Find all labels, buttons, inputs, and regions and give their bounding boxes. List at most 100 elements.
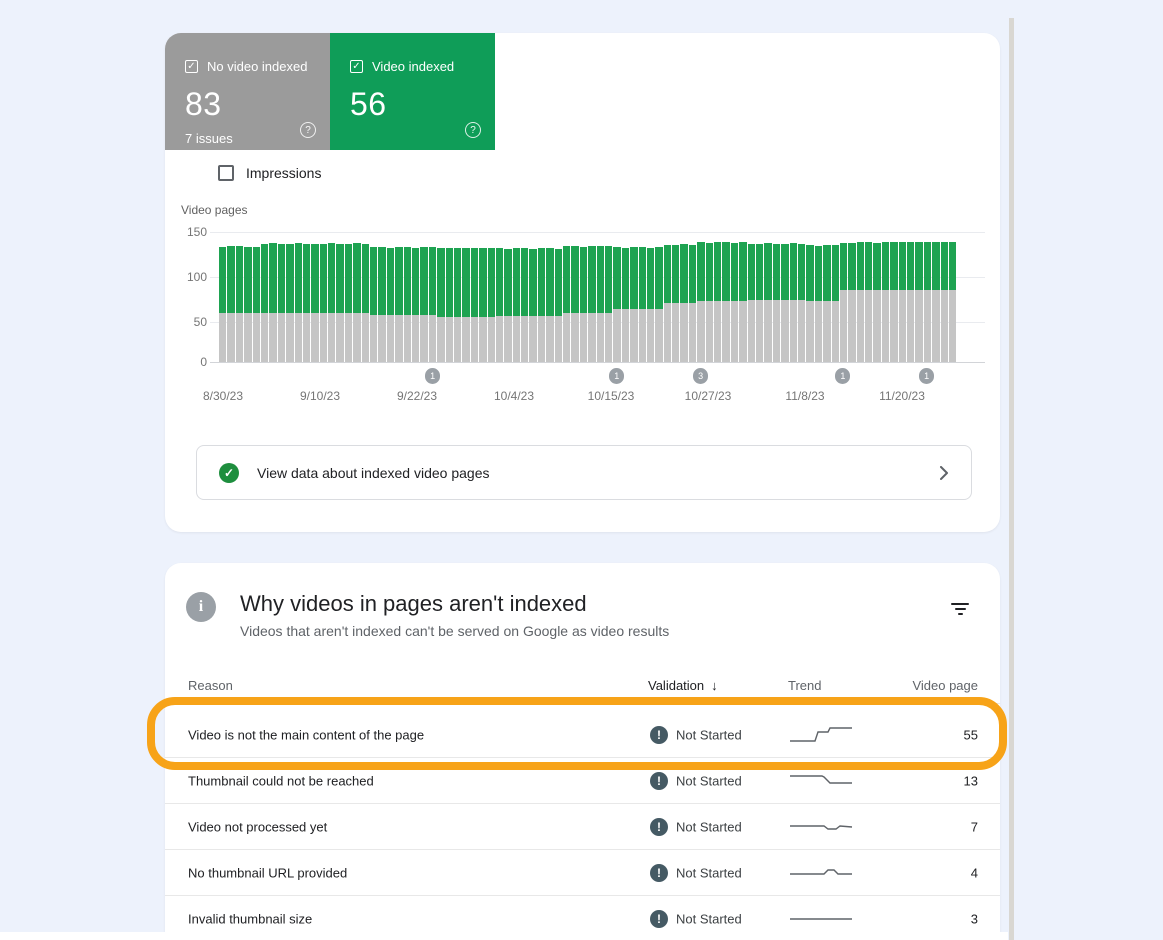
chart-bar[interactable] <box>672 245 680 362</box>
chart-bar[interactable] <box>571 245 579 362</box>
chart-bar[interactable] <box>781 244 789 362</box>
column-header-validation[interactable]: Validation ↓ <box>648 678 718 693</box>
chart-bar[interactable] <box>865 242 873 362</box>
chart-annotation-badge[interactable]: 1 <box>835 368 851 384</box>
chart-bar[interactable] <box>739 242 747 362</box>
chart-bar[interactable] <box>638 246 646 362</box>
chart-bar[interactable] <box>521 247 529 362</box>
chart-bar[interactable] <box>529 248 537 362</box>
chart-bar[interactable] <box>730 243 739 362</box>
chart-bar[interactable] <box>328 243 336 362</box>
chart-bar[interactable] <box>688 245 697 362</box>
chart-annotation-badge[interactable]: 1 <box>609 368 625 384</box>
chart-bar[interactable] <box>302 244 311 362</box>
chart-bar[interactable] <box>764 243 772 362</box>
help-icon[interactable]: ? <box>300 122 316 138</box>
vertical-scrollbar[interactable] <box>1009 18 1014 940</box>
chart-bar[interactable] <box>814 245 823 362</box>
chart-bar[interactable] <box>873 243 881 362</box>
chart-bar[interactable] <box>915 242 923 362</box>
chart-bar[interactable] <box>370 246 378 362</box>
chart-bar[interactable] <box>445 247 453 362</box>
chart-bar[interactable] <box>462 248 470 362</box>
chart-bar[interactable] <box>403 246 411 362</box>
chart-bar[interactable] <box>420 246 428 362</box>
chart-bar[interactable] <box>923 241 932 362</box>
chart-bar[interactable] <box>705 243 714 362</box>
chart-bar[interactable] <box>479 247 487 362</box>
chart-bar[interactable] <box>722 242 730 362</box>
chart-bar[interactable] <box>621 247 630 362</box>
chart-bar[interactable] <box>848 243 856 362</box>
chart-bar[interactable] <box>277 244 286 362</box>
chart-bar[interactable] <box>823 245 831 362</box>
chart-bar[interactable] <box>495 247 504 362</box>
view-indexed-data-banner[interactable]: ✓ View data about indexed video pages <box>196 445 972 500</box>
table-row[interactable]: Video is not the main content of the pag… <box>165 712 1000 758</box>
chart-bar[interactable] <box>839 243 848 362</box>
table-row[interactable]: Thumbnail could not be reached ! Not Sta… <box>165 758 1000 804</box>
chart-bar[interactable] <box>470 248 479 362</box>
column-header-trend[interactable]: Trend <box>788 678 822 693</box>
chart-bar[interactable] <box>504 248 512 362</box>
tile-video-indexed[interactable]: ✓ Video indexed 56 ? <box>330 33 495 150</box>
chart-bar[interactable] <box>680 244 688 362</box>
chart-bar[interactable] <box>588 245 596 362</box>
table-row[interactable]: Video not processed yet ! Not Started 7 <box>165 804 1000 850</box>
chart-bar[interactable] <box>772 244 781 362</box>
chart-bar[interactable] <box>319 244 328 362</box>
column-header-video-page[interactable]: Video page <box>912 678 978 693</box>
chart-bar[interactable] <box>269 243 277 362</box>
chart-bar[interactable] <box>344 244 353 362</box>
checkbox-checked-icon[interactable]: ✓ <box>185 60 198 73</box>
chart-bar[interactable] <box>756 244 764 362</box>
chart-bar[interactable] <box>596 245 604 362</box>
chart-bar[interactable] <box>437 248 445 362</box>
chart-bar[interactable] <box>227 245 235 362</box>
chart-bar[interactable] <box>411 247 420 362</box>
chart-bar[interactable] <box>487 248 495 362</box>
table-row[interactable]: No thumbnail URL provided ! Not Started … <box>165 850 1000 896</box>
filter-list-icon[interactable] <box>947 599 973 619</box>
chart-bar[interactable] <box>361 244 370 362</box>
chart-bar[interactable] <box>797 244 806 362</box>
chart-bar[interactable] <box>806 245 814 362</box>
chart-bar[interactable] <box>336 244 344 362</box>
chart-bar[interactable] <box>311 244 319 362</box>
chart-bar[interactable] <box>881 242 890 362</box>
chart-bar[interactable] <box>353 243 361 362</box>
chart-bar[interactable] <box>554 248 563 362</box>
chart-bar[interactable] <box>579 246 588 362</box>
chart-bar[interactable] <box>386 247 395 362</box>
chevron-right-icon[interactable] <box>939 465 949 480</box>
chart-bar[interactable] <box>244 246 252 362</box>
chart-bar[interactable] <box>252 246 260 362</box>
chart-bar[interactable] <box>646 247 655 362</box>
chart-bar[interactable] <box>747 244 755 362</box>
chart-bar[interactable] <box>546 247 554 362</box>
chart-bar[interactable] <box>286 244 294 362</box>
checkbox-unchecked-icon[interactable] <box>218 165 234 181</box>
checkbox-checked-icon[interactable]: ✓ <box>350 60 363 73</box>
chart-bar[interactable] <box>789 243 797 362</box>
chart-annotation-badge[interactable]: 1 <box>425 368 441 384</box>
chart-bar[interactable] <box>428 246 437 362</box>
chart-bar[interactable] <box>512 247 521 362</box>
chart-bar[interactable] <box>294 243 302 362</box>
chart-bar[interactable] <box>890 241 898 362</box>
chart-bar[interactable] <box>856 242 865 362</box>
chart-bar[interactable] <box>260 244 269 362</box>
impressions-toggle[interactable]: Impressions <box>218 165 321 181</box>
chart-bar[interactable] <box>613 246 621 362</box>
chart-bar[interactable] <box>898 241 907 362</box>
chart-bar[interactable] <box>714 242 722 362</box>
chart-bar[interactable] <box>219 246 227 362</box>
chart-bar[interactable] <box>907 242 915 362</box>
chart-bar[interactable] <box>395 246 403 362</box>
chart-bar[interactable] <box>604 245 613 362</box>
chart-bar[interactable] <box>940 242 948 362</box>
chart-bar[interactable] <box>697 242 705 362</box>
chart-bar[interactable] <box>537 247 546 362</box>
chart-annotation-badge[interactable]: 1 <box>919 368 935 384</box>
chart-bar[interactable] <box>630 246 638 362</box>
